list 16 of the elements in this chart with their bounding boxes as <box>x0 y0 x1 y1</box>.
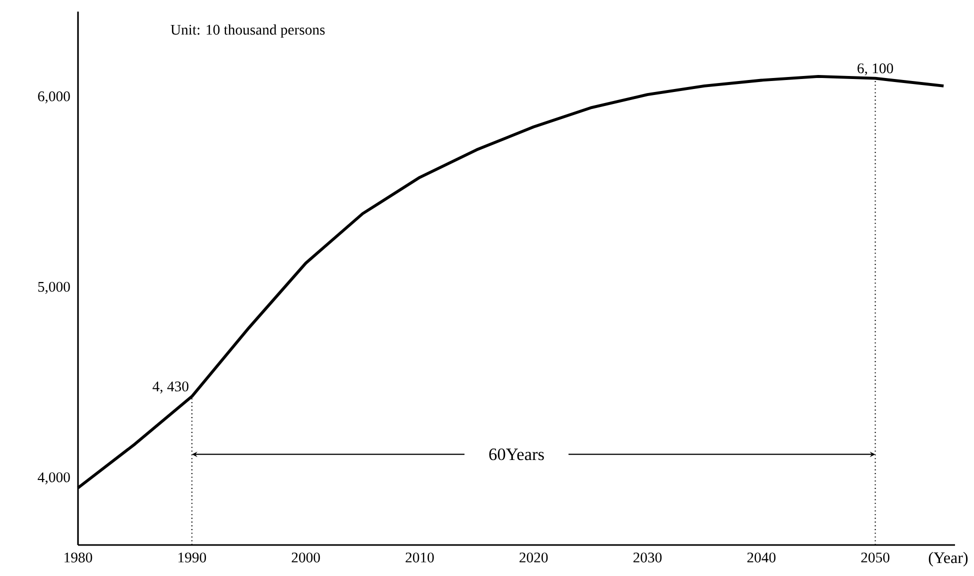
x-tick-label: 2050 <box>861 552 890 562</box>
annotation: Unit: 10 thousand persons <box>170 24 325 38</box>
x-tick-label: 2030 <box>633 552 662 562</box>
x-axis-title: (Year) <box>928 552 968 566</box>
annotation: 4, 430 <box>152 381 188 394</box>
x-tick-label: 2010 <box>406 552 434 562</box>
annotation: 60Years <box>489 448 544 460</box>
annotation: 6, 100 <box>858 63 894 76</box>
x-tick-label: 2000 <box>292 552 320 562</box>
x-tick-label: 1980 <box>64 552 92 562</box>
x-tick-label: 2020 <box>520 552 548 562</box>
y-tick-label: 6,000 <box>38 91 70 104</box>
y-tick-label: 4,000 <box>38 472 70 484</box>
x-tick-label: 2040 <box>747 552 776 562</box>
y-tick-label: 5,000 <box>38 282 70 294</box>
x-tick-label: 1990 <box>178 552 206 562</box>
